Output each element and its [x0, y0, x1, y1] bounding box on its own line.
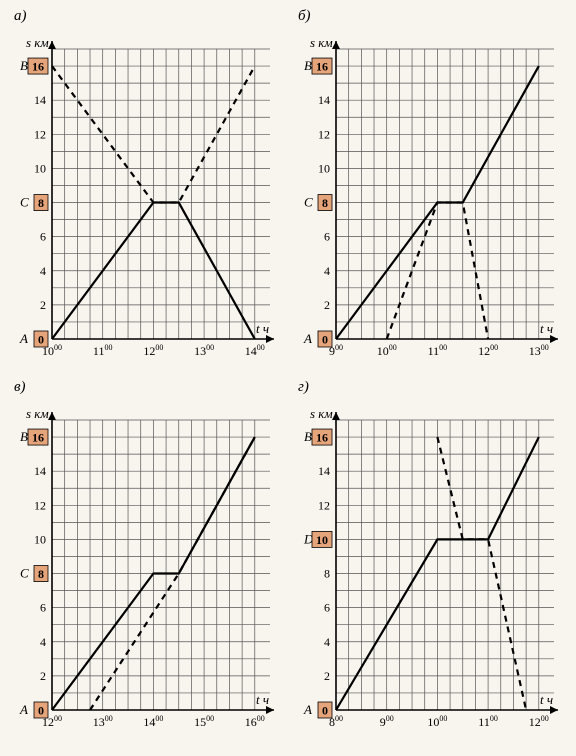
x-tick: 800 [329, 714, 343, 729]
y-tick: 2 [40, 669, 46, 683]
y-point-letter: B [304, 429, 312, 444]
x-tick: 900 [329, 343, 343, 358]
x-tick: 1000 [377, 343, 397, 358]
y-point-letter: A [303, 702, 312, 717]
y-tick: 2 [324, 669, 330, 683]
y-tick: 6 [324, 601, 330, 615]
y-tick: 4 [40, 264, 46, 278]
y-tick: 14 [318, 93, 330, 107]
y-point-value: 0 [322, 333, 328, 347]
x-axis-label: t ч [256, 321, 269, 336]
x-tick: 1100 [428, 343, 448, 358]
y-tick: 12 [318, 498, 330, 512]
panel-label: б) [298, 8, 568, 25]
y-tick: 6 [40, 230, 46, 244]
y-point-letter: C [304, 195, 313, 210]
panel-label: в) [14, 379, 284, 396]
y-point-value: 16 [316, 431, 328, 445]
chart-svg: 246101214B16C8A012001300140015001600s км… [8, 398, 280, 738]
x-tick: 1600 [245, 714, 265, 729]
x-axis-label: t ч [540, 321, 553, 336]
x-axis-label: t ч [256, 692, 269, 707]
y-point-letter: A [19, 702, 28, 717]
x-tick: 1500 [194, 714, 214, 729]
y-tick: 2 [324, 298, 330, 312]
y-point-letter: B [20, 58, 28, 73]
x-tick: 900 [380, 714, 394, 729]
x-tick: 1100 [478, 714, 498, 729]
chart-svg: 2 4 6 10 12 14 B 16 C8 A0900 1000 1100 1200 1300 s км t… [292, 27, 564, 367]
x-tick: 1300 [194, 343, 214, 358]
panel-a: а)246101214B16C8A010001100120013001400s … [8, 8, 284, 367]
y-axis-label: s км [310, 406, 333, 421]
x-tick: 1400 [143, 714, 163, 729]
y-axis-label: s км [26, 406, 49, 421]
y-tick: 4 [324, 264, 330, 278]
axes [332, 412, 558, 714]
y-point-letter: C [20, 566, 29, 581]
y-point-value: 16 [32, 431, 44, 445]
panel-b: б) 2 4 6 10 12 14 B 16 C8 A0900 1000 1100 1200 1300 s к… [292, 8, 568, 367]
x-tick: 1200 [143, 343, 163, 358]
x-axis-label: t ч [540, 692, 553, 707]
y-point-letter: A [19, 331, 28, 346]
x-tick: 1300 [93, 714, 113, 729]
chart-svg: 246101214B16C8A010001100120013001400s км… [8, 27, 280, 367]
panel-g: г)24681214B16D10A0800900100011001200s км… [292, 379, 568, 738]
y-axis-label: s км [310, 35, 333, 50]
panel-label: г) [298, 379, 568, 396]
y-tick: 14 [318, 464, 330, 478]
x-tick: 1200 [478, 343, 498, 358]
y-tick: 4 [40, 635, 46, 649]
y-point-letter: A [303, 331, 312, 346]
y-tick: 10 [34, 532, 46, 546]
y-tick: 10 [34, 161, 46, 175]
y-tick: 12 [318, 127, 330, 141]
x-tick: 1300 [529, 343, 549, 358]
y-point-letter: B [20, 429, 28, 444]
y-point-value: 0 [322, 704, 328, 718]
x-tick: 1200 [42, 714, 62, 729]
y-point-value: 16 [316, 60, 328, 74]
x-tick: 1100 [93, 343, 113, 358]
panel-v: в)246101214B16C8A012001300140015001600s … [8, 379, 284, 738]
y-tick: 4 [324, 635, 330, 649]
y-point-value: 8 [38, 567, 44, 581]
chart-grid: а)246101214B16C8A010001100120013001400s … [8, 8, 568, 738]
y-point-value: 16 [32, 60, 44, 74]
y-tick: 12 [34, 127, 46, 141]
y-tick: 10 [318, 161, 330, 175]
x-tick: 1200 [529, 714, 549, 729]
x-tick: 1000 [427, 714, 447, 729]
y-point-value: 8 [38, 196, 44, 210]
y-axis-label: s км [26, 35, 49, 50]
x-tick: 1000 [42, 343, 62, 358]
y-tick: 8 [324, 567, 330, 581]
y-point-value: 8 [322, 196, 328, 210]
y-tick: 12 [34, 498, 46, 512]
y-tick: 2 [40, 298, 46, 312]
y-point-letter: C [20, 195, 29, 210]
chart-svg: 24681214B16D10A0800900100011001200s кмt … [292, 398, 564, 738]
panel-label: а) [14, 8, 284, 25]
y-tick: 14 [34, 464, 46, 478]
y-tick: 6 [40, 601, 46, 615]
y-tick: 14 [34, 93, 46, 107]
y-point-value: 10 [316, 533, 328, 547]
y-tick: 6 [324, 230, 330, 244]
y-point-letter: B [304, 58, 312, 73]
x-tick: 1400 [245, 343, 265, 358]
